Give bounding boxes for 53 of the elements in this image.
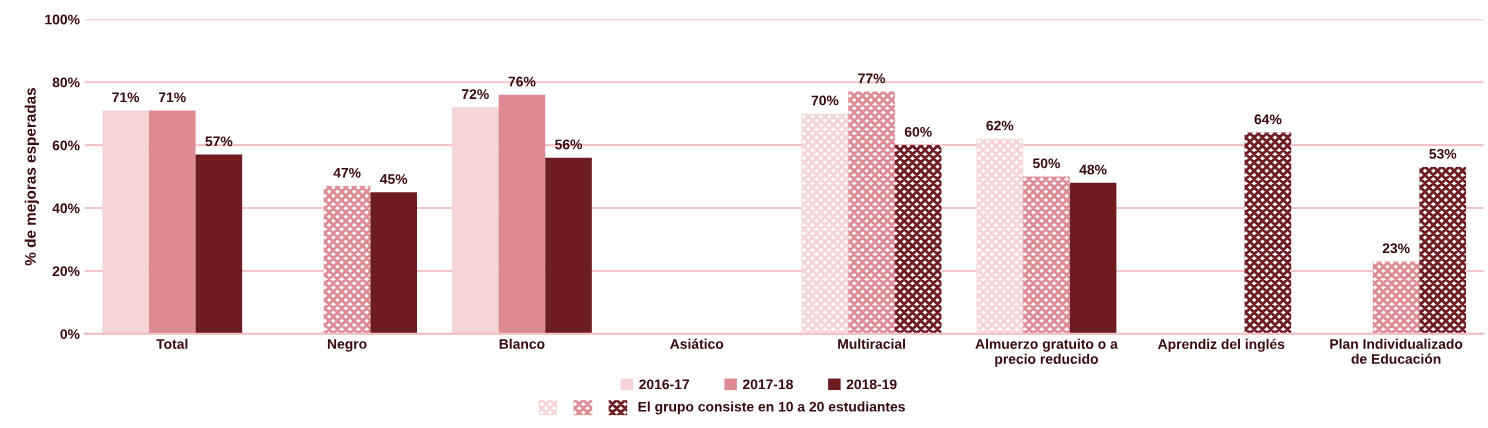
y-tick-label: 20% [52,266,80,277]
x-tick-label: Negro [327,339,367,352]
data-label: 71% [158,92,186,103]
data-label: 50% [1032,158,1060,169]
bar [801,113,849,334]
data-label: 72% [461,89,489,100]
data-label: 76% [508,76,536,87]
text: El grupo consiste en 10 a 20 estudiantes [638,401,905,415]
data-label: 77% [858,73,886,84]
y-tick-label: 0% [60,329,80,340]
data-label: 23% [1382,243,1410,254]
bar [848,91,895,334]
data-label: 48% [1079,164,1107,175]
bar [894,145,942,334]
x-tick-label: Blanco [499,338,545,349]
data-label: 47% [333,167,361,178]
data-label: 71% [112,92,140,103]
bar [451,107,499,334]
x-tick-label: Asiático [670,338,724,349]
y-tick-label: 100% [45,14,80,25]
x-tick-label: Aprendiz del inglés [1157,338,1285,352]
bar [1372,261,1420,334]
x-tick-label: Total [156,338,188,349]
y-tick-label: 80% [52,77,80,88]
x-tick-label: Almuerzo gratuito o a precio reducido [975,338,1118,367]
bar [1069,182,1117,334]
data-label: 62% [986,120,1014,131]
x-tick-label: Plan Individualizado de Educación [1330,338,1463,364]
x-tick-label: Multiracial [838,338,905,349]
bar [1023,176,1070,334]
y-tick-label: 60% [52,140,80,151]
bar [1419,167,1467,334]
data-label: 53% [1429,148,1457,159]
data-label: 64% [1254,114,1282,125]
bar [370,192,418,334]
bar [545,157,592,334]
data-label: 56% [555,139,583,150]
bar [195,154,243,334]
legend-label: 2016-17 [639,379,690,390]
bar [148,110,196,334]
bar [323,185,371,334]
data-label: 45% [380,174,408,184]
bar [1244,132,1292,334]
bar [102,110,149,334]
data-label: 60% [904,126,932,137]
y-tick-label: 40% [52,203,80,214]
bar [498,94,546,334]
data-label: 70% [811,95,839,106]
bar [976,138,1024,334]
y-axis-title: % de mejoras esperadas [24,88,39,266]
legend-label: 2018-19 [846,379,897,390]
data-label: 57% [205,136,233,147]
legend-label: 2017-18 [742,379,793,390]
